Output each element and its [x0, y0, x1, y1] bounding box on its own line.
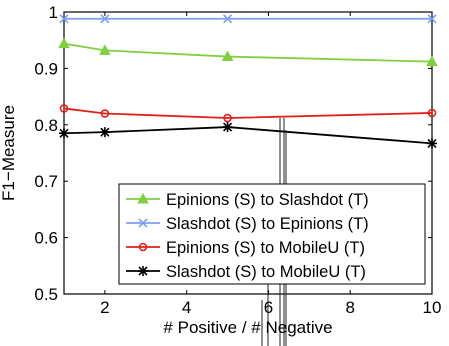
y-tick-label: 1: [49, 3, 58, 22]
series: [59, 104, 437, 123]
series-line: [63, 42, 433, 63]
data-point: [138, 242, 148, 252]
y-tick-label: 0.7: [34, 172, 58, 191]
y-tick-label: 0.6: [34, 229, 58, 248]
legend-item: Epinions (S) to MobileU (T): [126, 239, 365, 257]
marker-stroke: [222, 14, 233, 24]
legend-item: Slashdot (S) to MobileU (T): [126, 263, 366, 281]
series: [58, 37, 438, 67]
legend-label: Slashdot (S) to MobileU (T): [166, 263, 366, 281]
data-point: [222, 122, 233, 133]
axis-ticks: 2 4 6 8 10 0.5 0.6 0.7 0.8 0.9 1: [34, 3, 441, 317]
data-point: [221, 50, 234, 62]
marker-stroke: [427, 14, 437, 24]
data-point: [138, 266, 148, 276]
data-point: [427, 108, 437, 118]
data-point: [427, 14, 437, 24]
data-point: [59, 104, 69, 113]
data-point: [58, 37, 70, 49]
series-line: [63, 126, 433, 145]
marker-stroke: [100, 14, 110, 24]
data-point: [426, 55, 438, 67]
data-point: [427, 138, 437, 149]
y-tick-label: 0.9: [34, 59, 58, 78]
data-point: [59, 14, 69, 24]
x-tick-label: 8: [345, 298, 354, 317]
y-tick-label: 0.8: [34, 116, 58, 135]
legend-label: Epinions (S) to MobileU (T): [166, 239, 365, 257]
legend-item: Epinions (S) to Slashdot (T): [126, 191, 369, 209]
x-tick-label: 10: [423, 298, 442, 317]
legend-box: [118, 183, 426, 285]
data-point: [100, 14, 110, 24]
data-point: [223, 113, 232, 123]
data-point: [99, 127, 110, 138]
marker-stroke: [138, 218, 148, 228]
data-point: [100, 109, 110, 118]
y-axis-title: F1−Measure: [0, 105, 18, 201]
data-point: [59, 128, 69, 139]
marker-stroke: [59, 14, 69, 24]
y-tick-label: 0.5: [34, 285, 58, 304]
data-point: [222, 14, 233, 24]
data-point: [99, 44, 111, 55]
x-tick-label: 6: [264, 298, 273, 317]
series: [59, 122, 437, 149]
legend-label: Slashdot (S) to Epinions (T): [166, 215, 369, 233]
x-tick-label: 4: [182, 298, 191, 317]
x-tick-label: 2: [100, 298, 109, 317]
legend: Epinions (S) to Slashdot (T) Slashdot (S)…: [118, 183, 426, 285]
x-axis-title: # Positive / # Negative: [163, 318, 332, 337]
legend-label: Epinions (S) to Slashdot (T): [166, 191, 369, 209]
data-point: [137, 192, 149, 204]
legend-item: Slashdot (S) to Epinions (T): [126, 215, 369, 233]
data-point: [138, 218, 148, 228]
series-line: [63, 107, 433, 119]
series-layer: [58, 14, 438, 149]
series: [59, 14, 437, 24]
